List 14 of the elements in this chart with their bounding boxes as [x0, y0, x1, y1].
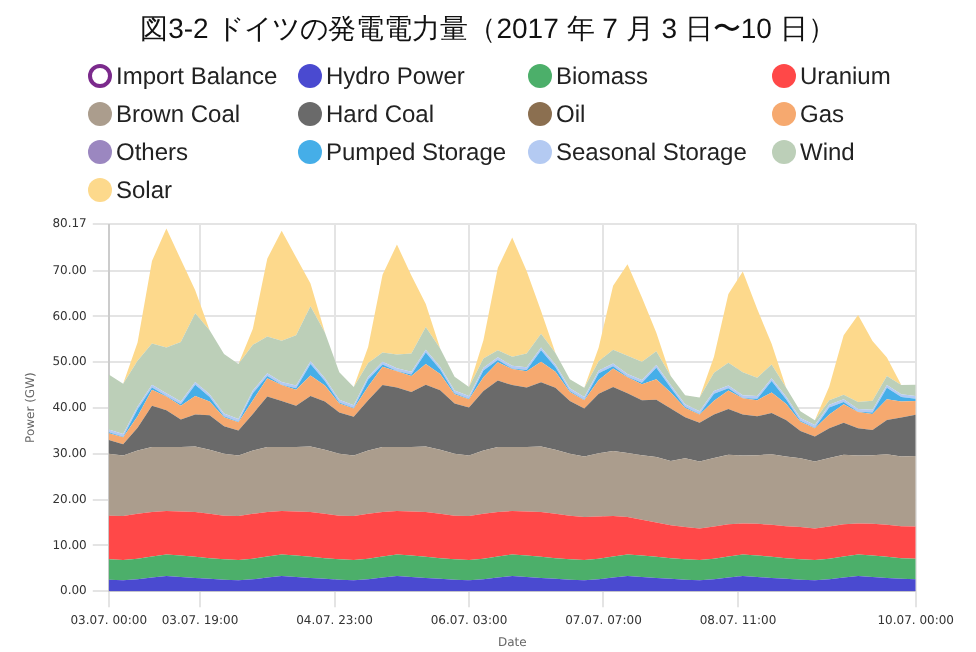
legend-label: Hydro Power: [326, 62, 465, 90]
legend-label: Pumped Storage: [326, 138, 507, 166]
chart-title: 図3-2 ドイツの発電電力量（2017 年 7 月 3 日〜10 日）: [138, 12, 838, 48]
legend-label: Solar: [116, 176, 173, 204]
legend-label: Brown Coal: [116, 100, 241, 128]
legend-label: Import Balance: [116, 62, 278, 90]
legend-label: Wind: [800, 138, 855, 166]
legend-label: Others: [116, 138, 189, 166]
legend-label: Uranium: [800, 62, 891, 90]
legend-label: Biomass: [556, 62, 649, 90]
legend-label: Hard Coal: [326, 100, 435, 128]
legend-label: Oil: [556, 100, 586, 128]
legend-label: Gas: [800, 100, 845, 128]
legend-label: Seasonal Storage: [556, 138, 747, 166]
